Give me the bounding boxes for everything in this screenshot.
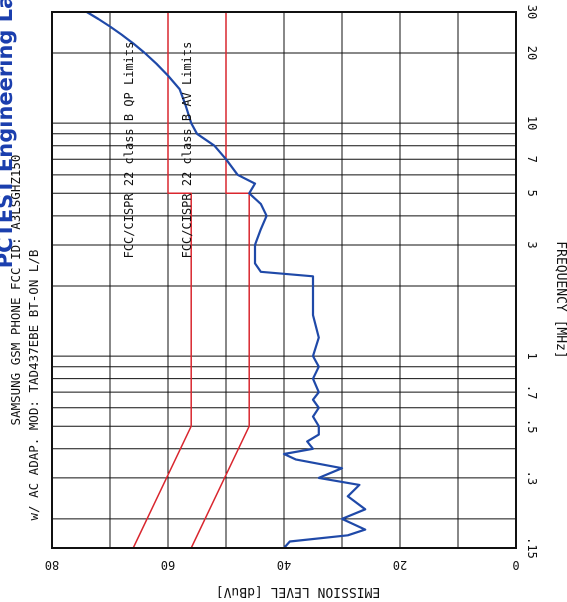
y-tick-label: 60: [161, 558, 175, 572]
qp-limit-label: FCC/CISPR 22 class B QP Limits: [122, 42, 136, 259]
plot-area: FCC/CISPR 22 class B QP Limits FCC/CISPR …: [51, 11, 517, 549]
x-tick-label: 5: [525, 190, 539, 197]
av-limit-line: [190, 12, 250, 549]
x-tick-label: .5: [525, 419, 539, 433]
av-limit-label: FCC/CISPR 22 class B AV Limits: [180, 42, 194, 259]
plot-frame: [51, 11, 517, 549]
y-tick-label: 40: [277, 558, 291, 572]
x-tick-label: .7: [525, 385, 539, 399]
series-lines: FCC/CISPR 22 class B QP Limits FCC/CISPR …: [86, 11, 367, 549]
y-tick-label: 20: [393, 558, 407, 572]
x-tick-label: .15: [525, 537, 539, 559]
x-tick-label: 7: [525, 156, 539, 163]
grid-lines: [52, 12, 516, 548]
qp-limit-line: [132, 12, 192, 549]
x-tick-label: 3: [525, 241, 539, 248]
x-axis-label: FREQUENCY [MHz]: [553, 241, 567, 358]
header-line-2: w/ AC ADAP. MOD: TAD437EBE BT-ON L/B: [26, 250, 41, 521]
y-axis-label: EMISSION LEVEL [dBuV]: [216, 584, 380, 599]
x-tick-label: 20: [525, 46, 539, 60]
x-tick-label: .3: [525, 471, 539, 485]
emission-trace-line: [86, 11, 367, 549]
header-line-1: SAMSUNG GSM PHONE FCC ID: A3LSGHZ150: [8, 155, 23, 426]
x-tick-label: 30: [525, 5, 539, 19]
x-tick-labels: .15 .3 .5 .7 1 3 5 7 10 20 30: [525, 5, 539, 559]
x-tick-label: 10: [525, 116, 539, 130]
y-tick-labels: 0 20 40 60 80: [45, 558, 520, 572]
x-tick-label: 1: [525, 352, 539, 359]
y-tick-label: 80: [45, 558, 59, 572]
brand-logo-text: PCTEST Engineering Lab.: [0, 0, 17, 268]
y-tick-label: 0: [512, 558, 519, 572]
